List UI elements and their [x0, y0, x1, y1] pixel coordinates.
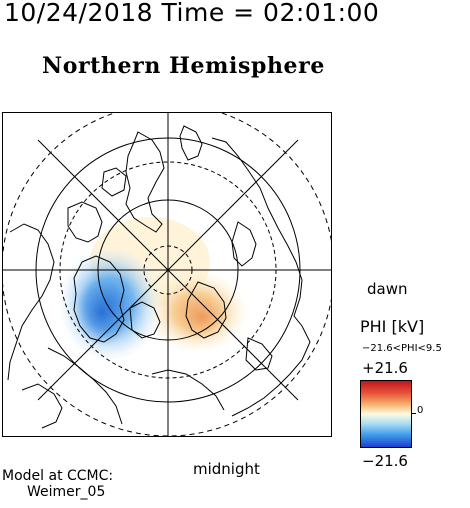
- model-credit: Model at CCMC:: [2, 468, 114, 484]
- midnight-label: midnight: [193, 460, 260, 478]
- colorbar-zero-tick: [412, 413, 416, 414]
- colorbar-min-label: −21.6: [362, 452, 408, 470]
- graticule: [2, 112, 332, 437]
- legend-title: PHI [kV]: [360, 317, 425, 336]
- colorbar-max-label: +21.6: [362, 359, 408, 377]
- colorbar-zero-label: 0: [417, 405, 424, 416]
- coastlines: [7, 125, 311, 429]
- potential-pattern: [58, 217, 249, 362]
- model-name: Weimer_05: [27, 484, 106, 500]
- polar-map: [2, 112, 332, 437]
- colorbar: [360, 380, 412, 448]
- timestamp: 10/24/2018 Time = 02:01:00: [4, 0, 380, 27]
- legend-range: −21.6<PHI<9.5: [362, 343, 442, 354]
- dawn-label: dawn: [367, 280, 408, 298]
- hemisphere-title: Northern Hemisphere: [42, 53, 325, 79]
